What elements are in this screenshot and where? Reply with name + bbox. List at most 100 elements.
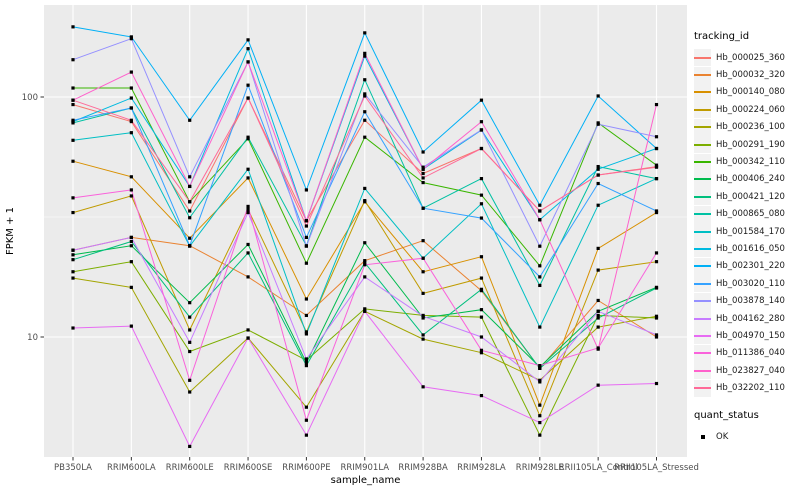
data-point — [421, 316, 425, 320]
legend-item: Hb_000291_190 — [694, 136, 800, 154]
x-tick-label: RRIM600SE — [224, 463, 273, 473]
data-point — [654, 165, 659, 169]
data-point — [538, 244, 542, 248]
data-point — [304, 357, 308, 361]
data-point — [654, 333, 659, 337]
data-point — [363, 307, 367, 311]
data-point — [304, 332, 308, 336]
data-point — [654, 177, 659, 181]
legend-item: Hb_003020_110 — [694, 275, 800, 293]
data-point — [188, 301, 192, 305]
y-tick-label: 10 — [27, 333, 38, 343]
data-point — [246, 167, 250, 171]
data-point — [363, 94, 367, 98]
data-point — [654, 381, 659, 386]
legend-color-key-icon — [694, 327, 711, 345]
data-point — [654, 209, 659, 213]
data-point — [188, 340, 192, 344]
legend-color-key-icon — [694, 310, 711, 328]
legend-color-key-icon — [694, 136, 711, 154]
x-tick-label: RRIM928LA — [457, 463, 506, 473]
data-point — [188, 378, 192, 382]
data-point — [246, 328, 250, 332]
legend-item-label: Hb_000406_240 — [716, 174, 785, 185]
y-tick-label: 100 — [22, 93, 38, 103]
data-point — [71, 258, 75, 262]
data-point — [363, 54, 367, 58]
legend-item: Hb_000140_080 — [694, 83, 800, 101]
data-point — [479, 216, 484, 220]
data-point — [246, 60, 250, 64]
data-point — [188, 216, 192, 220]
data-point — [479, 393, 484, 398]
legend-item: Hb_004970_150 — [694, 327, 800, 345]
legend-item-label: Hb_000236_100 — [716, 122, 785, 133]
legend-item: Hb_000865_080 — [694, 205, 800, 223]
legend-shape-items: OK — [694, 428, 800, 445]
data-point — [479, 351, 484, 355]
data-point — [654, 314, 659, 318]
data-point — [304, 261, 308, 265]
data-point — [246, 207, 250, 212]
data-point — [363, 259, 367, 263]
legend-color-key-icon — [694, 257, 711, 275]
x-tick-label: RRII105LA_Control — [559, 463, 638, 473]
data-point — [363, 309, 367, 313]
data-point — [304, 244, 308, 248]
legend-item-label: Hb_003878_140 — [716, 296, 785, 307]
data-point — [188, 349, 192, 354]
data-point — [538, 275, 542, 279]
data-point — [129, 244, 133, 248]
data-point — [596, 325, 600, 329]
x-tick-label: RRII105LA_Stressed — [614, 463, 699, 473]
y-axis-title: FPKM + 1 — [5, 207, 16, 255]
data-point — [304, 361, 308, 365]
legend-color-key-icon — [694, 170, 711, 188]
data-point — [596, 181, 600, 186]
data-point — [129, 324, 133, 328]
legend-color-key-icon — [694, 379, 711, 397]
legend-item-label: Hb_004162_280 — [716, 313, 785, 324]
data-point — [479, 120, 484, 124]
data-point — [596, 268, 600, 272]
legend-item: Hb_000342_110 — [694, 153, 800, 171]
data-point — [479, 98, 484, 102]
data-point — [538, 325, 542, 329]
data-point — [596, 383, 600, 387]
x-tick-label: RRIM928LE — [516, 463, 564, 473]
legend-color-key-icon — [694, 188, 711, 206]
data-point — [71, 326, 75, 330]
data-point — [363, 241, 367, 245]
legend-item-label: Hb_000342_110 — [716, 157, 785, 168]
legend-color-key-icon — [694, 118, 711, 136]
data-point — [538, 264, 542, 268]
legend-title-tracking-id: tracking_id — [694, 31, 750, 42]
data-point — [304, 418, 308, 422]
panel-background — [44, 5, 687, 457]
data-point — [596, 309, 600, 313]
data-point — [246, 251, 250, 255]
data-point — [654, 135, 659, 139]
data-point — [71, 25, 75, 29]
data-point — [654, 251, 659, 255]
data-point — [421, 206, 425, 210]
data-point — [71, 138, 75, 142]
data-point — [246, 336, 250, 340]
legend-item: Hb_023827_040 — [694, 362, 800, 380]
data-point — [71, 253, 75, 257]
data-point — [596, 164, 600, 169]
data-point — [421, 165, 425, 169]
data-point — [246, 204, 250, 209]
data-point — [188, 200, 192, 204]
legend-color-key-icon — [694, 66, 711, 84]
data-point — [479, 193, 484, 197]
data-point — [188, 244, 192, 248]
legend-item-label: Hb_001616_050 — [716, 243, 785, 254]
legend-item: Hb_000406_240 — [694, 170, 800, 188]
data-point — [129, 96, 133, 100]
data-point — [538, 433, 542, 437]
data-point — [363, 261, 367, 265]
legend-item-label: Hb_001584_170 — [716, 226, 785, 237]
